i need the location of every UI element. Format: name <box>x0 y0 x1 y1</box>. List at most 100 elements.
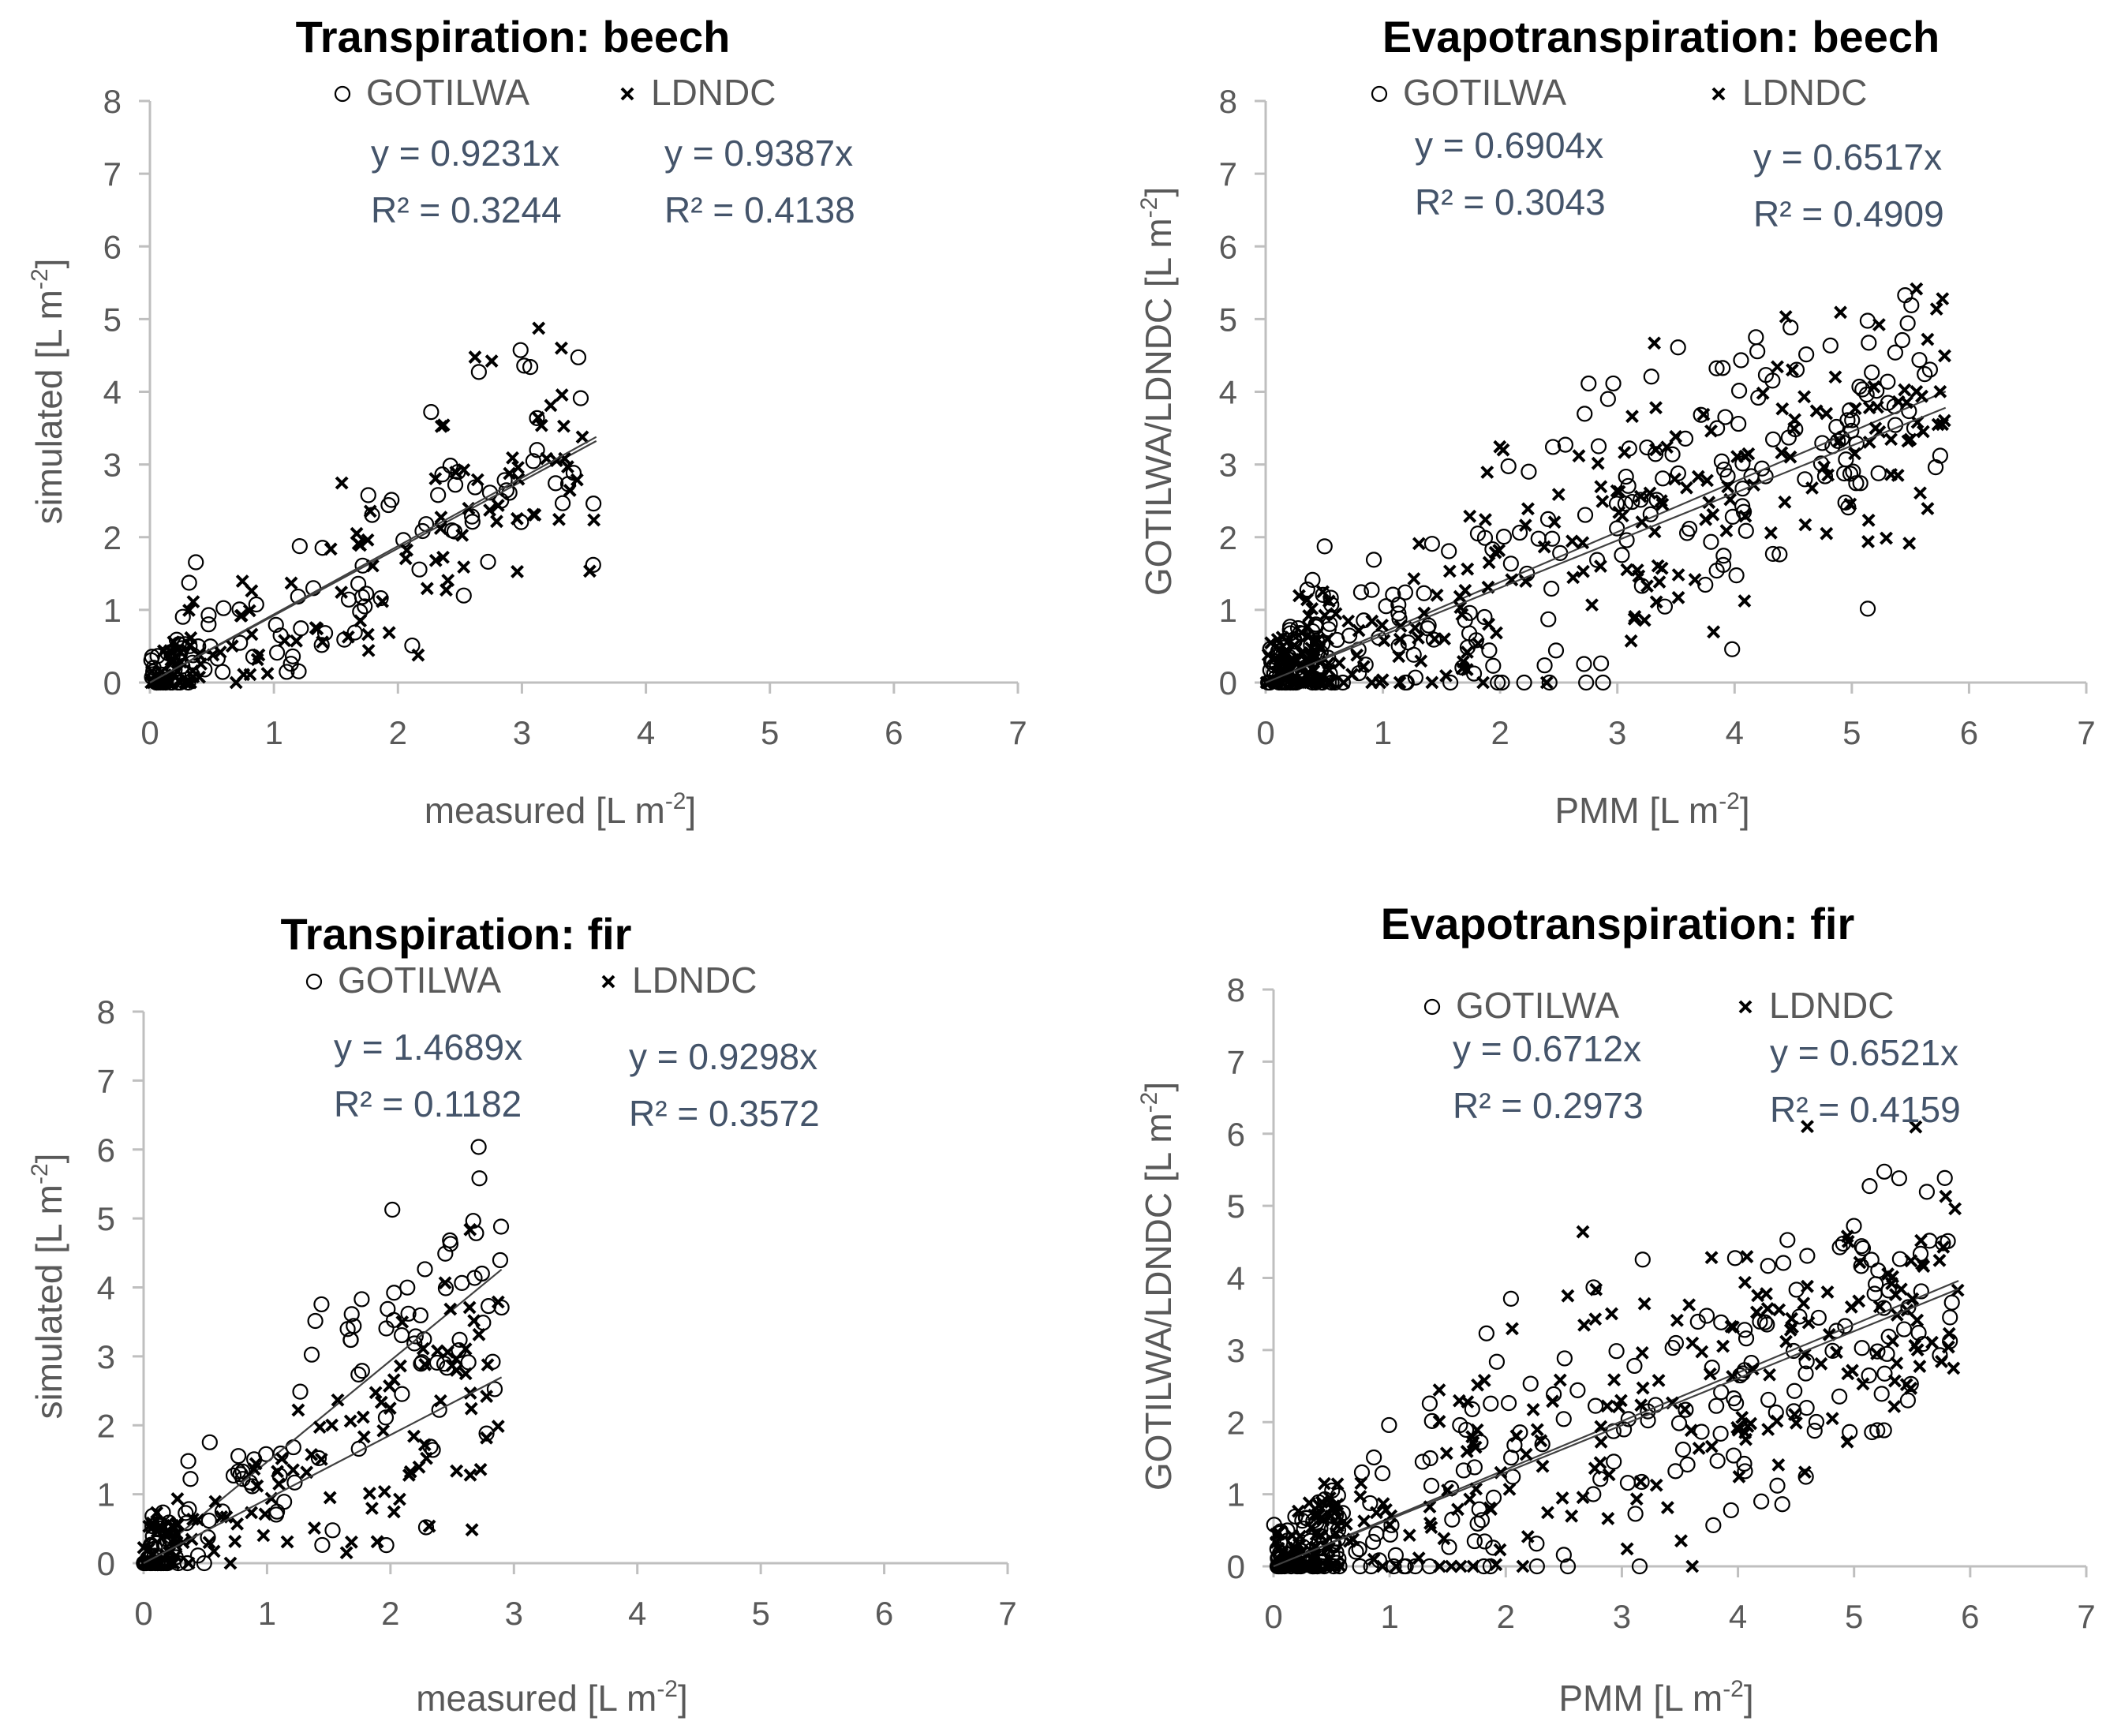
y-tick-label: 5 <box>97 1200 115 1237</box>
y-axis-label: simulated [L m-2] <box>27 1154 69 1420</box>
data-point <box>1708 563 1725 579</box>
chart-panel-4: Evapotranspiration: fir 0 1 2 3 4 5 6 7 8 0 1 2 3 4 5 6 7… <box>1136 899 2096 1719</box>
data-point <box>1452 1416 1468 1434</box>
data-point <box>1633 492 1649 508</box>
data-point <box>1300 593 1314 607</box>
data-point <box>404 637 421 654</box>
data-point <box>376 1424 391 1438</box>
data-point <box>1879 1345 1895 1362</box>
data-point <box>1577 507 1594 523</box>
legend-marker-x <box>620 87 634 101</box>
data-point <box>1329 607 1343 621</box>
data-point <box>1679 1456 1696 1473</box>
data-point <box>1797 1348 1812 1362</box>
data-point <box>1705 1517 1722 1533</box>
data-point <box>1442 564 1457 578</box>
data-point <box>411 561 428 578</box>
data-point <box>544 398 558 413</box>
data-point <box>271 1465 285 1479</box>
legend-label: GOTILWA <box>366 72 529 113</box>
data-point <box>1480 466 1494 479</box>
data-point <box>201 1434 218 1450</box>
data-point <box>1576 656 1592 672</box>
data-point <box>1839 412 1856 428</box>
data-point <box>1511 524 1528 541</box>
data-point <box>1817 460 1831 474</box>
data-point <box>362 1487 376 1501</box>
data-point <box>465 1523 479 1537</box>
data-point <box>1708 360 1725 376</box>
data-point <box>1728 1395 1745 1412</box>
y-tick-label: 0 <box>97 1545 115 1582</box>
data-point <box>1530 1423 1544 1437</box>
data-point <box>585 556 601 573</box>
legend-label: LDNDC <box>632 960 757 1001</box>
data-point <box>1756 386 1770 400</box>
data-point <box>1713 453 1730 470</box>
data-point <box>1261 648 1275 662</box>
data-point <box>480 553 496 571</box>
data-point <box>1485 657 1502 674</box>
data-point <box>293 620 309 637</box>
data-point <box>1444 1511 1461 1528</box>
data-point <box>1605 375 1622 392</box>
data-point <box>1845 463 1861 480</box>
data-point <box>1365 614 1379 628</box>
data-point <box>1625 410 1639 424</box>
data-point <box>1502 556 1519 572</box>
data-point <box>1437 1532 1451 1546</box>
data-point <box>420 582 434 596</box>
data-point <box>170 642 185 657</box>
legend-marker-circle <box>305 973 323 990</box>
data-point <box>1476 1558 1492 1575</box>
data-point <box>225 639 239 653</box>
data-point <box>354 589 371 605</box>
data-point <box>1786 363 1799 377</box>
data-point <box>1469 1515 1486 1532</box>
data-point <box>1899 1378 1913 1392</box>
data-point <box>1339 1517 1353 1532</box>
data-point <box>1456 655 1470 668</box>
x-tick-label: 0 <box>140 714 159 751</box>
data-point <box>1421 1395 1438 1412</box>
r-squared-label: R² = 0.3572 <box>629 1093 820 1134</box>
data-point <box>1700 473 1714 488</box>
data-point <box>1841 1367 1855 1381</box>
data-point <box>1600 1399 1614 1413</box>
data-point <box>431 1344 444 1358</box>
data-point <box>570 349 587 365</box>
data-point <box>1594 1420 1608 1434</box>
data-point <box>1886 1270 1899 1284</box>
data-point <box>1880 531 1893 545</box>
x-axis-label: PMM [L m-2] <box>1554 788 1749 831</box>
x-tick-label: 0 <box>1256 714 1274 751</box>
data-point <box>1708 1397 1725 1414</box>
data-point <box>437 1245 454 1262</box>
data-point <box>468 350 482 364</box>
data-point <box>1478 1325 1494 1341</box>
data-point <box>1921 332 1935 346</box>
r-squared-label: R² = 0.3244 <box>371 189 562 230</box>
data-point <box>1843 497 1857 511</box>
data-point <box>1307 1559 1322 1573</box>
data-point <box>412 1307 428 1324</box>
data-point <box>235 574 249 588</box>
data-point <box>1738 522 1754 539</box>
chart-title: Transpiration: fir <box>281 909 632 959</box>
data-point <box>1605 1307 1618 1321</box>
data-point <box>166 635 181 649</box>
data-point <box>1765 431 1782 447</box>
data-point <box>394 1359 407 1373</box>
data-point <box>1607 1373 1622 1387</box>
data-point <box>181 574 197 591</box>
data-point <box>377 1484 391 1498</box>
data-point <box>1627 1506 1644 1522</box>
data-point <box>1911 352 1928 369</box>
data-point <box>1786 1382 1803 1399</box>
data-point <box>1654 494 1668 508</box>
data-point <box>399 1279 416 1296</box>
data-point <box>1620 1542 1634 1556</box>
x-axis-label: measured [L m-2] <box>425 788 697 831</box>
data-point <box>181 1556 196 1570</box>
data-point <box>275 1452 289 1465</box>
